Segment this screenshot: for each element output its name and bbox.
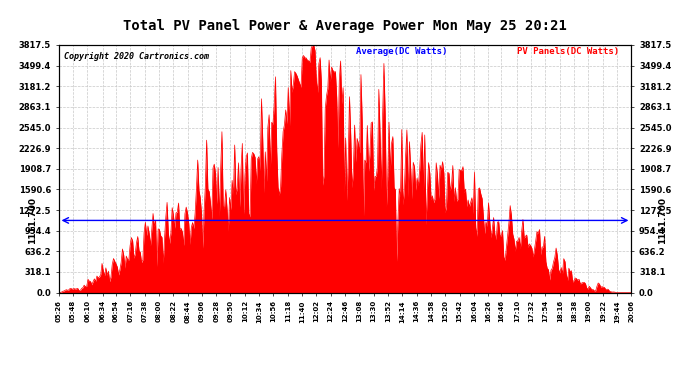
Text: PV Panels(DC Watts): PV Panels(DC Watts) [517, 48, 619, 57]
Text: Total PV Panel Power & Average Power Mon May 25 20:21: Total PV Panel Power & Average Power Mon… [123, 19, 567, 33]
Text: Average(DC Watts): Average(DC Watts) [357, 48, 448, 57]
Text: 1111.700: 1111.700 [28, 197, 37, 244]
Text: Copyright 2020 Cartronics.com: Copyright 2020 Cartronics.com [64, 53, 209, 62]
Text: 1111.700: 1111.700 [658, 197, 667, 244]
